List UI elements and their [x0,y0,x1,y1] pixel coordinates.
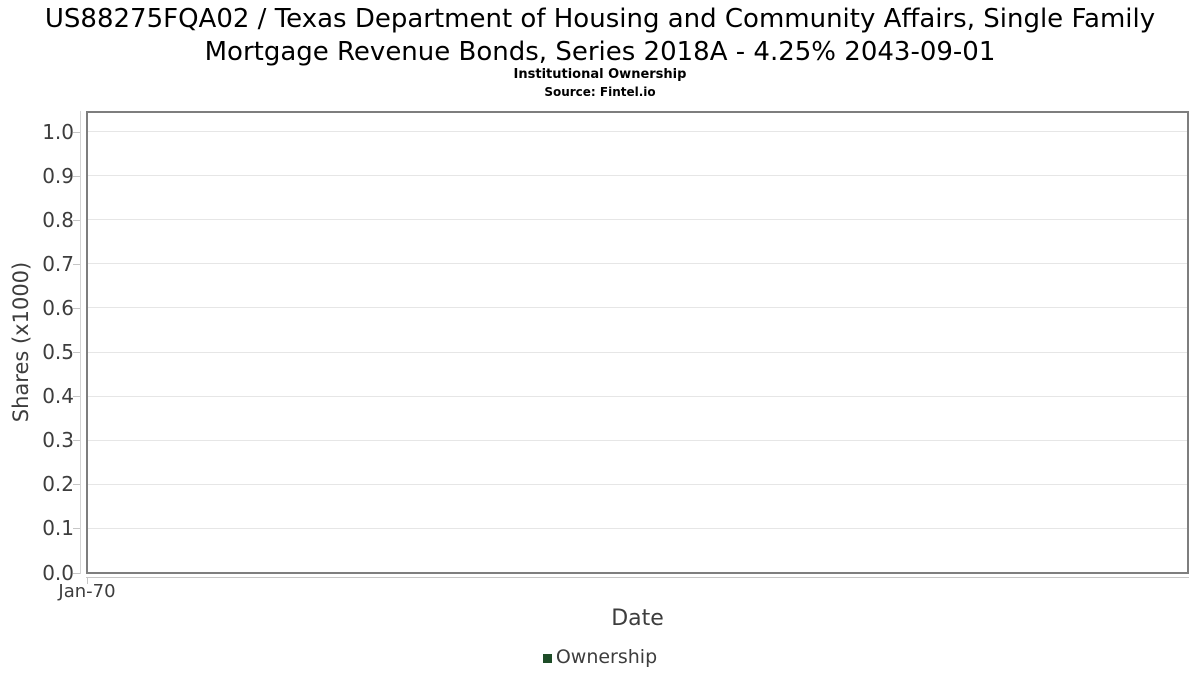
y-tick-label-0.3: 0.3 [42,428,74,453]
y-tick-label-0.9: 0.9 [42,163,74,188]
ownership-series-swatch [542,653,552,663]
gridline-y-0.6 [88,307,1187,309]
y-tick-label-0.1: 0.1 [42,516,74,541]
y-axis-line [80,111,81,574]
y-tick-mark-0.8 [73,219,80,221]
y-tick-mark-0.2 [73,484,80,486]
y-tick-label-0.8: 0.8 [42,207,74,232]
gridline-y-0.1 [88,527,1187,529]
x-axis-line [86,577,1189,578]
y-tick-label-0.7: 0.7 [42,251,74,276]
gridline-y-1.0 [88,131,1187,132]
plot-area [86,111,1189,574]
legend-label-ownership: Ownership [555,646,658,668]
x-tick-label-0: Jan-70 [58,581,116,602]
y-tick-mark-1.0 [73,131,80,133]
chart-title: US88275FQA02 / Texas Department of Housi… [0,3,1200,69]
x-axis-title: Date [611,606,664,631]
legend: Ownership [0,645,1200,669]
y-tick-label-0.6: 0.6 [42,295,74,320]
y-tick-mark-0.7 [73,263,80,265]
y-tick-label-1.0: 1.0 [42,119,74,144]
gridline-y-0.9 [88,175,1187,177]
y-tick-label-0.4: 0.4 [42,384,74,409]
y-tick-mark-0.3 [73,440,80,442]
chart-title-text: US88275FQA02 / Texas Department of Housi… [44,4,1156,67]
y-tick-label-0.0: 0.0 [42,560,74,585]
y-tick-mark-0.6 [73,307,80,309]
chart-source-credit: Source: Fintel.io [544,85,656,99]
y-tick-mark-0.4 [73,396,80,398]
chart-subtitle: Institutional Ownership [513,67,687,82]
y-tick-mark-0.0 [73,572,80,574]
y-tick-mark-0.1 [73,528,80,530]
gridline-y-0.2 [88,483,1187,485]
gridline-y-0.3 [88,439,1187,441]
gridline-y-0.7 [88,263,1187,265]
y-tick-mark-0.5 [73,352,80,353]
gridline-y-0.5 [88,351,1187,353]
x-tick-mark-0 [87,577,88,584]
y-tick-mark-0.9 [73,175,80,177]
y-axis-title: Shares (x1000) [9,261,33,423]
y-tick-label-0.2: 0.2 [42,472,74,497]
gridline-y-0.4 [88,395,1187,397]
y-tick-label-0.5: 0.5 [42,340,74,364]
gridline-y-0.8 [88,219,1187,221]
